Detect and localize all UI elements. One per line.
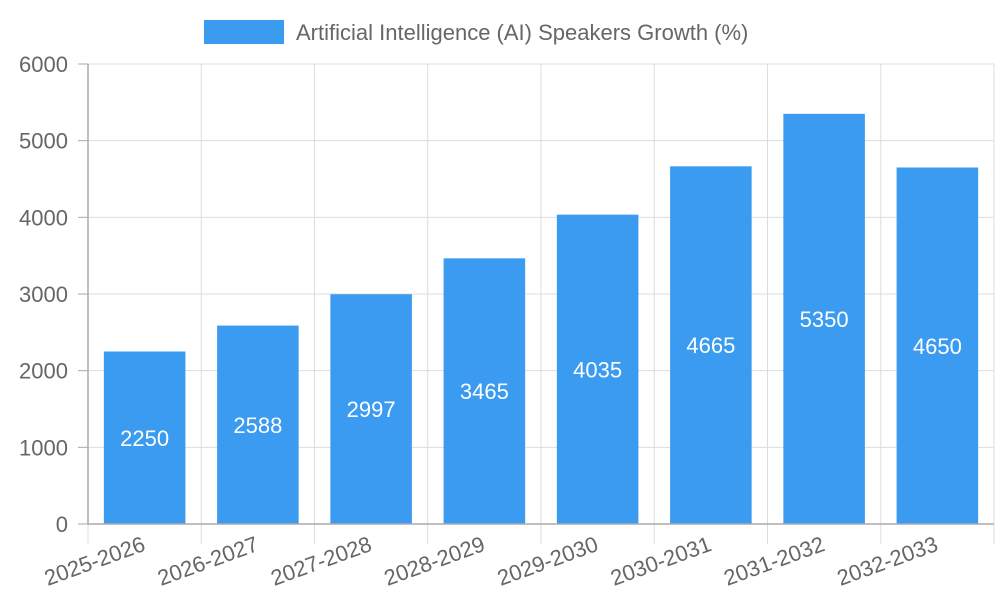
axis-layer: 0 1000 2000 3000 4000 5000 6000 [19,52,994,537]
bar-value-label: 3465 [460,379,509,404]
bar-value-label: 4650 [913,334,962,359]
bar-value-label: 5350 [800,307,849,332]
x-tick-label: 2029-2030 [494,531,601,590]
y-tick-label: 2000 [19,359,68,384]
bar[interactable] [330,294,412,524]
legend-swatch[interactable] [204,20,284,44]
bar[interactable] [896,167,979,525]
bar[interactable] [217,325,299,524]
x-tick-label: 2032-2033 [834,531,941,590]
bars-layer [103,113,979,525]
bar-value-label: 2588 [233,413,282,438]
y-tick-label: 6000 [19,52,68,77]
y-tick-label: 0 [56,512,68,537]
bar-value-label: 2250 [120,426,169,451]
bar[interactable] [556,214,639,524]
legend[interactable]: Artificial Intelligence (AI) Speakers Gr… [204,20,748,45]
bar[interactable] [103,351,186,525]
bar-value-label: 2997 [347,397,396,422]
x-tick-label: 2025-2026 [41,531,148,590]
bar-value-label: 4665 [686,333,735,358]
bar[interactable] [670,166,752,524]
bar[interactable] [783,113,865,524]
y-tick-label: 3000 [19,282,68,307]
bar-value-label: 4035 [573,357,622,382]
y-tick-label: 4000 [19,205,68,230]
x-tick-label: 2026-2027 [154,531,261,590]
x-tick-label: 2028-2029 [381,531,488,590]
legend-label[interactable]: Artificial Intelligence (AI) Speakers Gr… [296,20,748,45]
x-tick-label: 2031-2032 [720,531,827,590]
bar[interactable] [443,258,526,524]
x-tick-label: 2030-2031 [607,531,714,590]
grid-layer [87,63,995,544]
y-tick-label: 5000 [19,129,68,154]
y-tick-label: 1000 [19,435,68,460]
x-tick-label: 2027-2028 [267,531,374,590]
